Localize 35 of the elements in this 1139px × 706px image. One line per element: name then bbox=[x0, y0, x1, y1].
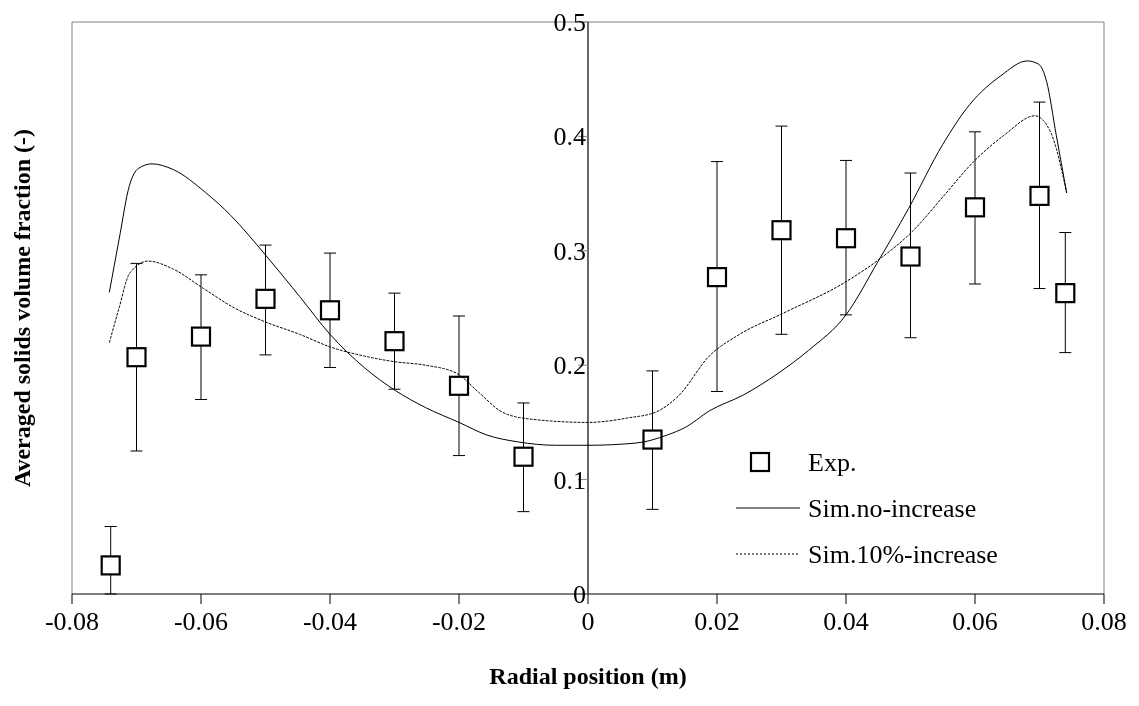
point bbox=[448, 375, 470, 396]
x-axis-title: Radial position (m) bbox=[489, 663, 687, 689]
point bbox=[100, 555, 121, 576]
point bbox=[706, 267, 728, 288]
y-tick-label: 0.2 bbox=[553, 351, 586, 381]
x-tick-label: -0.02 bbox=[431, 607, 487, 636]
point bbox=[642, 429, 663, 450]
point bbox=[384, 331, 405, 352]
x-tick-label: -0.04 bbox=[302, 607, 358, 636]
y-tick-label: 0.5 bbox=[553, 8, 586, 37]
x-tick-label: 0.08 bbox=[1081, 607, 1127, 636]
x-tick-label: -0.06 bbox=[173, 607, 229, 636]
point bbox=[319, 300, 341, 321]
point bbox=[1055, 283, 1076, 304]
y-tick-label: 0.3 bbox=[553, 236, 586, 266]
legend-label: Sim.no-increase bbox=[808, 494, 977, 523]
legend-label: Sim.10%-increase bbox=[808, 540, 998, 569]
point bbox=[900, 246, 921, 267]
point bbox=[771, 220, 792, 241]
y-tick-label: 0 bbox=[573, 580, 586, 609]
y-tick-label: 0.4 bbox=[553, 122, 586, 152]
legend-label: Exp. bbox=[808, 448, 857, 477]
point bbox=[190, 326, 212, 347]
point bbox=[255, 288, 276, 309]
x-tick-label: 0.02 bbox=[694, 607, 740, 636]
point bbox=[1029, 185, 1050, 206]
x-tick-label: 0.06 bbox=[952, 607, 998, 636]
x-tick-label: -0.08 bbox=[44, 607, 100, 636]
point bbox=[126, 347, 147, 368]
y-tick-label: 0.1 bbox=[553, 465, 586, 495]
point bbox=[964, 197, 986, 218]
point bbox=[513, 446, 534, 467]
y-axis-title: Averaged solids volume fraction (-) bbox=[9, 128, 35, 488]
point bbox=[835, 228, 857, 249]
x-tick-label: 0.04 bbox=[823, 607, 869, 636]
